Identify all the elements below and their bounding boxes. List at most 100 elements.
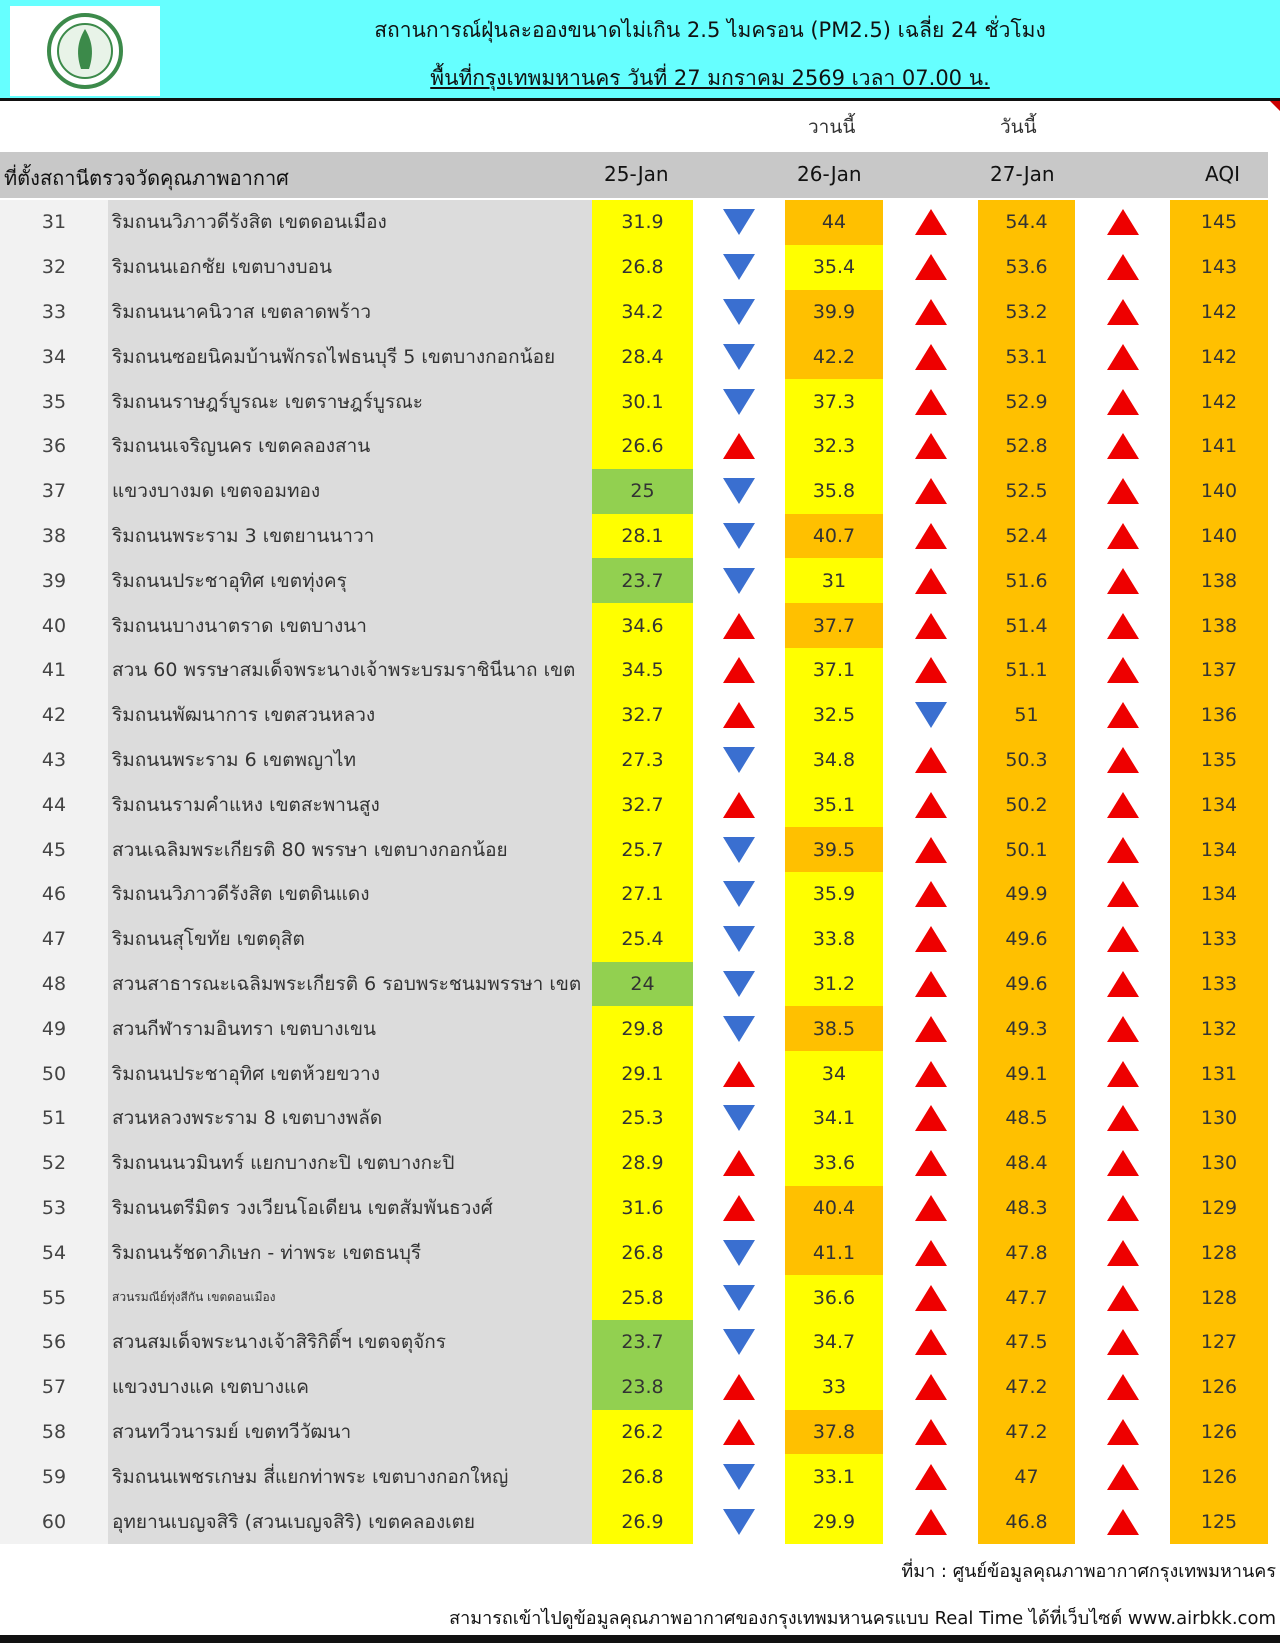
trend-cell [1075,469,1170,514]
up-triangle-icon [914,746,947,773]
source-note: ที่มา : ศูนย์ข้อมูลคุณภาพอากาศกรุงเทพมหา… [901,1561,1276,1582]
pm25-26-jan: 35.4 [785,244,883,290]
pm25-27-jan: 49.6 [978,961,1075,1007]
pm25-25-jan: 29.1 [592,1051,693,1096]
pm25-25-jan: 26.6 [592,423,693,469]
aqi-value: 134 [1170,782,1268,828]
station-number: 50 [0,1051,108,1096]
up-triangle-icon [914,522,947,549]
down-triangle-icon [914,702,947,729]
bottom-border [0,1635,1280,1643]
up-triangle-icon [723,1374,755,1401]
trend-cell [693,245,785,290]
station-name: ริมถนนประชาอุทิศ เขตทุ่งครุ [108,558,592,604]
trend-cell [1075,648,1170,693]
station-name: ริมถนนราษฎร์บูรณะ เขตราษฎร์บูรณะ [108,379,592,424]
aqi-value: 137 [1170,647,1268,693]
col-aqi: AQI [1205,162,1240,186]
station-name: ริมถนนบางนาตราด เขตบางนา [108,603,592,648]
station-name: สวนสาธารณะเฉลิมพระเกียรติ 6 รอบพระชนมพรร… [108,961,592,1007]
down-triangle-icon [723,1105,755,1132]
pm25-25-jan: 25.4 [592,916,693,962]
up-triangle-icon [914,1239,947,1266]
pm25-25-jan: 26.2 [592,1409,693,1455]
trend-cell [883,379,978,424]
aqi-value: 134 [1170,871,1268,917]
down-triangle-icon [723,836,755,863]
trend-cell [883,424,978,469]
trend-cell [883,693,978,738]
station-name: ริมถนนสุโขทัย เขตดุสิต [108,916,592,962]
up-triangle-icon [1106,478,1139,505]
pm25-27-jan: 53.6 [978,244,1075,290]
pm25-26-jan: 35.9 [785,871,883,917]
pm25-27-jan: 50.2 [978,782,1075,828]
table-row: 35 ริมถนนราษฎร์บูรณะ เขตราษฎร์บูรณะ 30.1 37… [0,379,1268,424]
pm25-26-jan: 33.8 [785,916,883,962]
station-table: 31 ริมถนนวิภาวดีรังสิต เขตดอนเมือง 31.9 44 5… [0,200,1268,1544]
trend-cell [693,424,785,469]
pm25-25-jan: 30.1 [592,379,693,424]
down-triangle-icon [723,343,755,370]
up-triangle-icon [1106,1015,1139,1042]
station-number: 54 [0,1230,108,1276]
up-triangle-icon [1106,1150,1139,1177]
down-triangle-icon [723,209,755,236]
trend-cell [1075,514,1170,559]
pm25-26-jan: 34.7 [785,1319,883,1365]
table-row: 33 ริมถนนนาคนิวาส เขตลาดพร้าว 34.2 39.9 53.2… [0,289,1268,335]
trend-cell [883,1230,978,1275]
pm25-26-jan: 40.4 [785,1185,883,1231]
up-triangle-icon [723,1060,755,1087]
station-number: 55 [0,1275,108,1320]
pm25-25-jan: 27.1 [592,871,693,917]
up-triangle-icon [914,1105,947,1132]
trend-cell [693,1410,785,1455]
trend-cell [1075,424,1170,469]
trend-cell [693,872,785,917]
table-row: 36 ริมถนนเจริญนคร เขตคลองสาน 26.6 32.3 52.8 1… [0,423,1268,469]
report-header: สถานการณ์ฝุ่นละอองขนาดไม่เกิน 2.5 ไมครอน… [0,0,1280,101]
station-number: 48 [0,961,108,1007]
up-triangle-icon [1106,702,1139,729]
station-name: ริมถนนพระราม 3 เขตยานนาวา [108,513,592,559]
trend-cell [883,558,978,603]
trend-cell [1075,290,1170,335]
down-triangle-icon [723,1015,755,1042]
table-row: 51 สวนหลวงพระราม 8 เขตบางพลัด 25.3 34.1 48.5… [0,1095,1268,1141]
up-triangle-icon [914,1150,947,1177]
table-row: 37 แขวงบางมด เขตจอมทอง 25 35.8 52.5 140 [0,468,1268,514]
trend-cell [1075,334,1170,379]
table-row: 45 สวนเฉลิมพระเกียรติ 80 พรรษา เขตบางกอกน… [0,827,1268,872]
up-triangle-icon [1106,522,1139,549]
station-number: 56 [0,1319,108,1365]
pm25-27-jan: 52.4 [978,513,1075,559]
trend-cell [883,514,978,559]
trend-cell [693,1096,785,1141]
table-row: 49 สวนกีฬารามอินทรา เขตบางเขน 29.8 38.5 49.3… [0,1006,1268,1052]
pm25-27-jan: 51.4 [978,603,1075,648]
trend-cell [693,1454,785,1499]
pm25-27-jan: 52.5 [978,468,1075,514]
aqi-value: 126 [1170,1409,1268,1455]
trend-cell [693,648,785,693]
up-triangle-icon [1106,1105,1139,1132]
table-row: 47 ริมถนนสุโขทัย เขตดุสิต 25.4 33.8 49.6 133 [0,916,1268,962]
station-name: ริมถนนเจริญนคร เขตคลองสาน [108,423,592,469]
table-row: 57 แขวงบางแค เขตบางแค 23.8 33 47.2 126 [0,1364,1268,1410]
trend-cell [883,962,978,1007]
up-triangle-icon [1106,1284,1139,1311]
column-header-row: ที่ตั้งสถานีตรวจวัดคุณภาพอากาศ 25-Jan 26… [0,152,1268,198]
up-triangle-icon [1106,657,1139,684]
col-25-jan: 25-Jan [604,162,669,186]
pm25-27-jan: 47.7 [978,1275,1075,1320]
trend-cell [1075,1230,1170,1275]
up-triangle-icon [723,657,755,684]
down-triangle-icon [723,881,755,908]
pm25-26-jan: 37.3 [785,379,883,424]
table-row: 43 ริมถนนพระราม 6 เขตพญาไท 27.3 34.8 50.3 135 [0,737,1268,783]
up-triangle-icon [1106,970,1139,997]
up-triangle-icon [1106,209,1139,236]
station-number: 35 [0,379,108,424]
down-triangle-icon [723,567,755,594]
